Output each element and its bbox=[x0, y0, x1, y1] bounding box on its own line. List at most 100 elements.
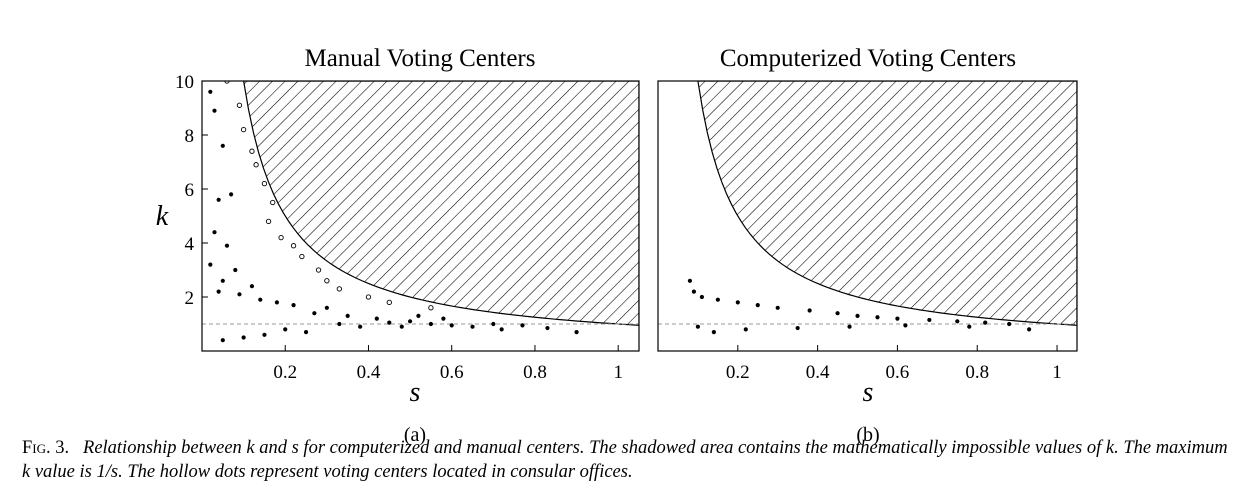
panel-a-point-filled bbox=[229, 192, 234, 197]
panel-b-xlabel: s bbox=[863, 377, 874, 408]
panel-b-point-filled bbox=[687, 278, 693, 283]
panel-a-point-hollow bbox=[249, 148, 255, 154]
panel-b-point-filled bbox=[835, 311, 840, 316]
panel-a-point-filled bbox=[249, 284, 255, 289]
panel-b-point-filled bbox=[1007, 321, 1012, 327]
panel-b-xtick-label: 0.6 bbox=[886, 362, 910, 383]
panel-a-point-filled bbox=[470, 324, 475, 329]
panel-a-point-filled bbox=[399, 324, 404, 329]
panel-a-frame bbox=[201, 80, 640, 352]
panel-a-point-hollow bbox=[253, 162, 259, 168]
panel-b-point-filled bbox=[699, 294, 704, 300]
panel-b-point-filled bbox=[967, 324, 972, 329]
panel-b-point-filled bbox=[795, 325, 800, 331]
panel-b-point-filled bbox=[983, 320, 988, 325]
panel-a-point-hollow bbox=[336, 286, 342, 292]
panel-a-point-filled bbox=[291, 303, 296, 308]
panel-a-xtick-label: 0.8 bbox=[523, 362, 547, 383]
panel-b-point-filled bbox=[903, 323, 908, 328]
panel-a-ytick-label: 4 bbox=[185, 234, 195, 255]
panel-a-impossible-region bbox=[243, 81, 639, 326]
panel-a-point-hollow bbox=[240, 126, 247, 133]
panel-a-point-filled bbox=[574, 330, 579, 335]
panel-b-point-filled bbox=[711, 330, 716, 335]
panel-a-point-filled bbox=[208, 262, 213, 267]
panel-a-ytick-label: 10 bbox=[175, 72, 194, 93]
panel-a-point-filled bbox=[212, 230, 217, 235]
panel-a-point-filled bbox=[499, 327, 504, 332]
panel-b-xtick-label: 0.2 bbox=[726, 362, 750, 383]
panel-a-point-hollow bbox=[386, 299, 392, 306]
panel-a-point-filled bbox=[212, 108, 217, 113]
panel-a-point-hollow bbox=[270, 199, 276, 206]
panel-b-point-filled bbox=[807, 308, 812, 313]
panel-a-point-filled bbox=[258, 297, 263, 302]
panel-a-yticks: 2 4 6 8 10 bbox=[175, 72, 208, 309]
panel-b-sublabel: (b) bbox=[856, 424, 879, 446]
panel-b-point-filled bbox=[743, 327, 748, 332]
panel-a-point-filled bbox=[441, 316, 446, 321]
panel-b-point-filled bbox=[927, 317, 932, 323]
panel-a-ytick-label: 2 bbox=[185, 288, 195, 309]
panel-a-point-hollow bbox=[315, 267, 322, 273]
panel-a-point-filled bbox=[237, 292, 242, 297]
panel-b-point-filled bbox=[855, 313, 860, 318]
panel-a-xlabel: s bbox=[410, 377, 421, 408]
panel-a-sublabel: (a) bbox=[404, 424, 426, 446]
panel-b-impossible-region bbox=[697, 81, 1077, 326]
panel-a-point-filled bbox=[208, 89, 213, 94]
panel-a-point-filled bbox=[520, 323, 525, 328]
panel-a-xtick-label: 0.4 bbox=[357, 362, 381, 383]
panel-b-point-filled bbox=[691, 289, 697, 294]
panel-b-point-filled bbox=[895, 316, 900, 321]
panel-a-point-filled bbox=[262, 332, 267, 337]
panel-a-title: Manual Voting Centers bbox=[304, 45, 535, 72]
panel-a-point-filled bbox=[337, 321, 342, 327]
panel-b-points bbox=[687, 278, 1032, 335]
panel-a-point-hollow bbox=[324, 278, 330, 284]
caption-text: Relationship between k and s for compute… bbox=[22, 438, 1228, 482]
panel-a-point-filled bbox=[374, 316, 379, 321]
panel-a-point-filled bbox=[220, 143, 225, 148]
figure-caption: Fig. 3. Relationship between k and s for… bbox=[22, 436, 1232, 484]
panel-b-point-filled bbox=[755, 303, 760, 308]
panel-a-xticks: 0.2 0.4 0.6 0.8 1 bbox=[273, 345, 623, 383]
panel-a-point-filled bbox=[312, 311, 317, 316]
panel-a-point-filled bbox=[345, 313, 350, 318]
panel-a-point-filled bbox=[545, 325, 550, 331]
panel-a-point-filled bbox=[274, 300, 280, 305]
panel-b: Computerized Voting Centers 0.2 0.4 0.6 0.8… bbox=[657, 45, 1078, 446]
panel-a-point-hollow bbox=[261, 180, 268, 187]
panel-b-point-filled bbox=[775, 305, 780, 310]
panel-b-point-filled bbox=[875, 315, 880, 320]
panel-a-point-filled bbox=[233, 267, 238, 273]
panel-a-ylabel: k bbox=[156, 201, 169, 232]
panel-a-point-filled bbox=[358, 324, 363, 329]
panel-a-point-filled bbox=[216, 197, 221, 202]
panel-a-point-filled bbox=[220, 338, 225, 343]
panel-b-point-filled bbox=[735, 300, 740, 305]
panel-b-point-filled bbox=[695, 324, 701, 329]
panel-a-points bbox=[208, 81, 579, 343]
panel-b-point-filled bbox=[715, 297, 720, 302]
caption-label: Fig. 3. bbox=[22, 438, 70, 458]
panel-a-point-hollow bbox=[365, 294, 372, 300]
panel-a-point-filled bbox=[224, 243, 230, 248]
panel-b-point-filled bbox=[847, 324, 852, 329]
panel-a-point-filled bbox=[428, 321, 434, 327]
panel-a-ytick-label: 8 bbox=[185, 126, 195, 147]
panel-a-point-filled bbox=[407, 319, 413, 324]
panel-b-xtick-label: 1 bbox=[1052, 362, 1062, 383]
panel-a-point-hollow bbox=[299, 253, 305, 260]
panel-a-xtick-label: 0.2 bbox=[273, 362, 297, 383]
panel-a-point-filled bbox=[216, 289, 221, 294]
panel-a-point-filled bbox=[449, 323, 454, 328]
panel-b-point-filled bbox=[955, 319, 960, 324]
panel-a-point-filled bbox=[283, 327, 288, 332]
panel-b-point-filled bbox=[1027, 327, 1032, 332]
panel-b-xticks: 0.2 0.4 0.6 0.8 1 bbox=[726, 345, 1062, 383]
panel-a-ytick-label: 6 bbox=[185, 180, 195, 201]
panel-a-point-filled bbox=[324, 305, 329, 310]
